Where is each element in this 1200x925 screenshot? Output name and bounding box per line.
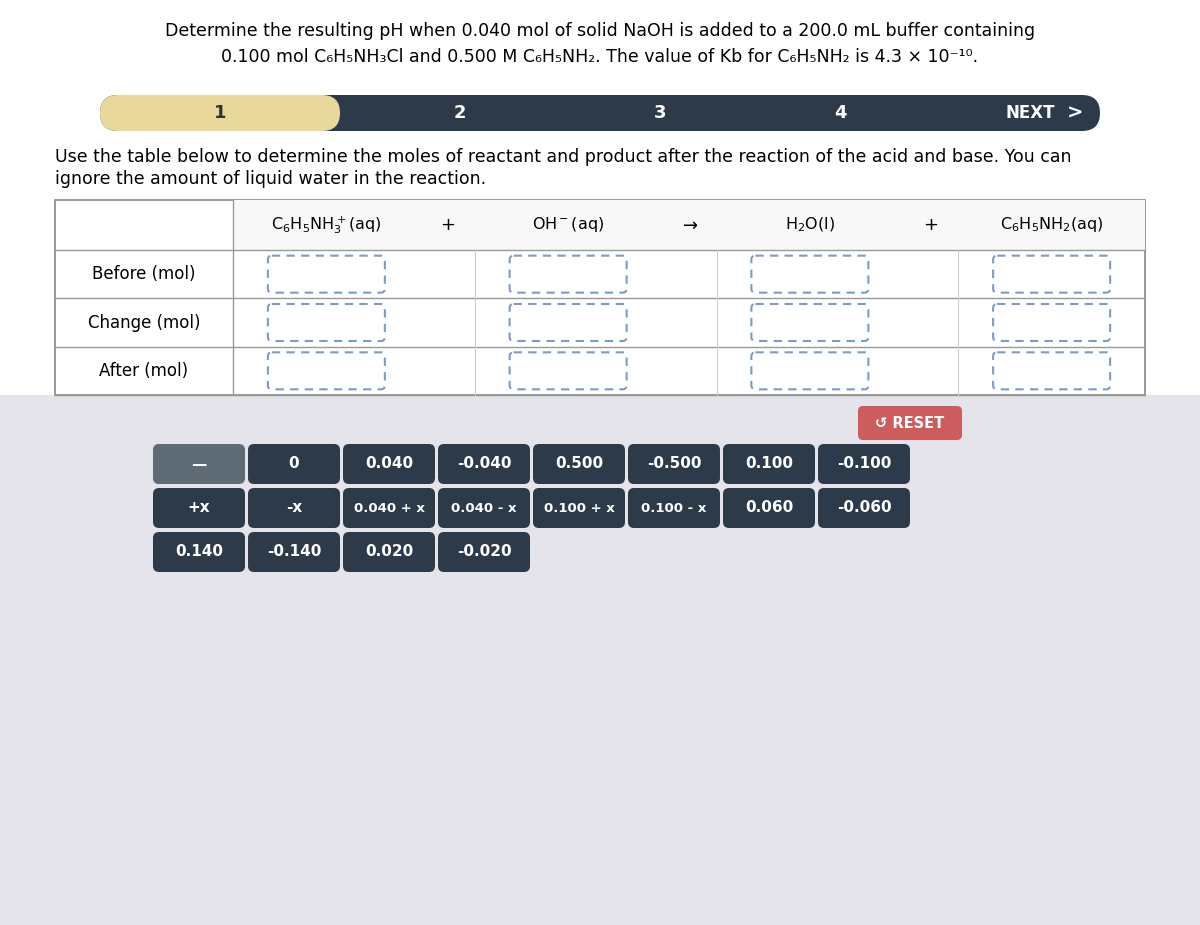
- Bar: [0, 395, 1200, 925]
- FancyBboxPatch shape: [268, 304, 385, 341]
- Text: -0.060: -0.060: [836, 500, 892, 515]
- Text: 0.020: 0.020: [365, 545, 413, 560]
- Text: $\rightarrow$: $\rightarrow$: [679, 216, 698, 234]
- Text: Use the table below to determine the moles of reactant and product after the rea: Use the table below to determine the mol…: [55, 148, 1072, 166]
- Text: Before (mol): Before (mol): [92, 265, 196, 283]
- FancyBboxPatch shape: [343, 532, 436, 572]
- FancyBboxPatch shape: [268, 255, 385, 292]
- Text: 2: 2: [454, 104, 467, 122]
- FancyBboxPatch shape: [533, 488, 625, 528]
- Text: 0.060: 0.060: [745, 500, 793, 515]
- Text: ignore the amount of liquid water in the reaction.: ignore the amount of liquid water in the…: [55, 170, 486, 188]
- Text: 0.040 + x: 0.040 + x: [354, 501, 425, 514]
- FancyBboxPatch shape: [722, 488, 815, 528]
- FancyBboxPatch shape: [510, 255, 626, 292]
- FancyBboxPatch shape: [751, 255, 869, 292]
- Text: After (mol): After (mol): [100, 362, 188, 380]
- Text: +: +: [923, 216, 938, 234]
- Text: $\mathregular{OH^-(aq)}$: $\mathregular{OH^-(aq)}$: [532, 216, 604, 235]
- Text: 0: 0: [289, 457, 299, 472]
- FancyBboxPatch shape: [722, 444, 815, 484]
- Text: $\mathregular{H_2O(l)}$: $\mathregular{H_2O(l)}$: [785, 216, 835, 234]
- FancyBboxPatch shape: [818, 488, 910, 528]
- Text: 0.100 - x: 0.100 - x: [641, 501, 707, 514]
- FancyBboxPatch shape: [248, 488, 340, 528]
- FancyBboxPatch shape: [994, 304, 1110, 341]
- Text: >: >: [1067, 104, 1084, 122]
- Text: —: —: [191, 457, 206, 472]
- FancyBboxPatch shape: [818, 444, 910, 484]
- Text: -0.040: -0.040: [457, 457, 511, 472]
- Text: 0.040: 0.040: [365, 457, 413, 472]
- Text: 0.100: 0.100: [745, 457, 793, 472]
- Text: 0.040 - x: 0.040 - x: [451, 501, 517, 514]
- Text: 0.500: 0.500: [554, 457, 604, 472]
- Bar: [233, 200, 1145, 250]
- Text: +x: +x: [187, 500, 210, 515]
- Text: -0.140: -0.140: [266, 545, 322, 560]
- Text: ↺ RESET: ↺ RESET: [875, 415, 944, 430]
- FancyBboxPatch shape: [510, 304, 626, 341]
- Text: $\mathregular{C_6H_5NH_3^+(aq)}$: $\mathregular{C_6H_5NH_3^+(aq)}$: [271, 214, 382, 236]
- FancyBboxPatch shape: [858, 406, 962, 440]
- FancyBboxPatch shape: [628, 488, 720, 528]
- FancyBboxPatch shape: [343, 488, 436, 528]
- FancyBboxPatch shape: [438, 444, 530, 484]
- Bar: [55, 200, 1145, 395]
- FancyBboxPatch shape: [994, 255, 1110, 292]
- FancyBboxPatch shape: [994, 352, 1110, 389]
- Text: $\mathregular{C_6H_5NH_2(aq)}$: $\mathregular{C_6H_5NH_2(aq)}$: [1000, 216, 1103, 235]
- FancyBboxPatch shape: [248, 444, 340, 484]
- Text: 0.100 mol C₆H₅NH₃Cl and 0.500 M C₆H₅NH₂. The value of Kb for C₆H₅NH₂ is 4.3 × 10: 0.100 mol C₆H₅NH₃Cl and 0.500 M C₆H₅NH₂.…: [222, 48, 978, 66]
- Text: Determine the resulting pH when 0.040 mol of solid NaOH is added to a 200.0 mL b: Determine the resulting pH when 0.040 mo…: [164, 22, 1036, 40]
- Text: 3: 3: [654, 104, 666, 122]
- FancyBboxPatch shape: [100, 95, 1100, 131]
- Bar: [0, 0, 1200, 395]
- FancyBboxPatch shape: [248, 532, 340, 572]
- FancyBboxPatch shape: [751, 352, 869, 389]
- Text: 0.140: 0.140: [175, 545, 223, 560]
- Text: 1: 1: [214, 104, 227, 122]
- Text: -0.020: -0.020: [457, 545, 511, 560]
- Text: Change (mol): Change (mol): [88, 314, 200, 331]
- Text: +: +: [439, 216, 455, 234]
- FancyBboxPatch shape: [438, 532, 530, 572]
- Text: NEXT: NEXT: [1006, 104, 1055, 122]
- FancyBboxPatch shape: [268, 352, 385, 389]
- FancyBboxPatch shape: [628, 444, 720, 484]
- FancyBboxPatch shape: [438, 488, 530, 528]
- Text: 4: 4: [834, 104, 846, 122]
- FancyBboxPatch shape: [510, 352, 626, 389]
- Text: -0.100: -0.100: [836, 457, 892, 472]
- Text: 0.100 + x: 0.100 + x: [544, 501, 614, 514]
- FancyBboxPatch shape: [343, 444, 436, 484]
- Text: -x: -x: [286, 500, 302, 515]
- FancyBboxPatch shape: [154, 532, 245, 572]
- FancyBboxPatch shape: [154, 488, 245, 528]
- FancyBboxPatch shape: [751, 304, 869, 341]
- Text: -0.500: -0.500: [647, 457, 701, 472]
- FancyBboxPatch shape: [533, 444, 625, 484]
- FancyBboxPatch shape: [154, 444, 245, 484]
- FancyBboxPatch shape: [100, 95, 340, 131]
